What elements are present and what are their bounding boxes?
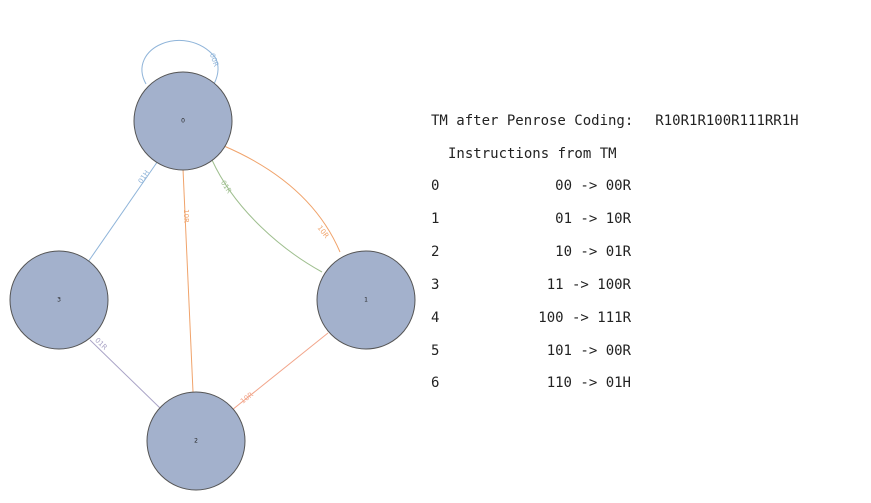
instruction-text: 100 -> 111R [538, 310, 631, 326]
instruction-row: 3 11 -> 100R [431, 277, 631, 295]
node-1[interactable]: 1 [316, 250, 416, 350]
instruction-text: 01 -> 10R [555, 211, 631, 227]
penrose-coding-line: TM after Penrose Coding: R10R1R100R111RR1… [431, 113, 799, 129]
edge-0-0-self-loop [141, 40, 219, 85]
node-label-0: 0 [181, 118, 185, 125]
edge-label-0-1: 10R [316, 224, 331, 240]
edge-label-3-0: 01H [137, 169, 152, 185]
edge-0-1 [223, 145, 341, 253]
instruction-text: 101 -> 00R [546, 343, 631, 359]
instruction-row: 1 01 -> 10R [431, 211, 631, 229]
instruction-index: 1 [431, 211, 440, 227]
edge-1-2 [231, 332, 329, 411]
edge-label-2-0: 10R [182, 209, 190, 223]
instruction-row: 6 110 -> 01H [431, 375, 631, 393]
penrose-code-value: R10R1R100R111RR1H [655, 113, 799, 129]
node-2[interactable]: 2 [146, 391, 246, 491]
instruction-text: 00 -> 00R [555, 178, 631, 194]
edge-label-1-2: 10R [239, 391, 255, 406]
instruction-index: 4 [431, 310, 440, 326]
state-diagram: 00R 10R 01R 10R 01H 10R 01R 0 1 2 3 [9, 40, 416, 491]
instruction-index: 5 [431, 343, 440, 359]
instructions-heading: Instructions from TM [448, 146, 617, 162]
edge-2-0 [182, 168, 194, 393]
node-label-2: 2 [194, 438, 198, 445]
instruction-index: 2 [431, 244, 440, 260]
instruction-row: 2 10 -> 01R [431, 244, 631, 262]
instruction-index: 0 [431, 178, 440, 194]
instruction-index: 3 [431, 277, 440, 293]
instruction-text: 11 -> 100R [546, 277, 631, 293]
instruction-row: 5 101 -> 00R [431, 343, 631, 361]
instruction-row: 4 100 -> 111R [431, 310, 631, 328]
instruction-index: 6 [431, 375, 440, 391]
edge-label-0-0: 00R [208, 52, 220, 68]
edge-1-0 [211, 159, 323, 273]
node-label-1: 1 [364, 297, 368, 304]
node-label-3: 3 [57, 297, 61, 304]
edge-label-2-3: 01R [93, 336, 109, 351]
edge-2-3 [89, 339, 161, 409]
instruction-text: 10 -> 01R [555, 244, 631, 260]
node-0[interactable]: 0 [133, 71, 233, 171]
instruction-text: 110 -> 01H [546, 375, 631, 391]
instruction-row: 0 00 -> 00R [431, 178, 631, 196]
penrose-coding-label: TM after Penrose Coding: [431, 113, 634, 129]
node-3[interactable]: 3 [9, 250, 109, 350]
edge-3-0 [87, 157, 161, 263]
